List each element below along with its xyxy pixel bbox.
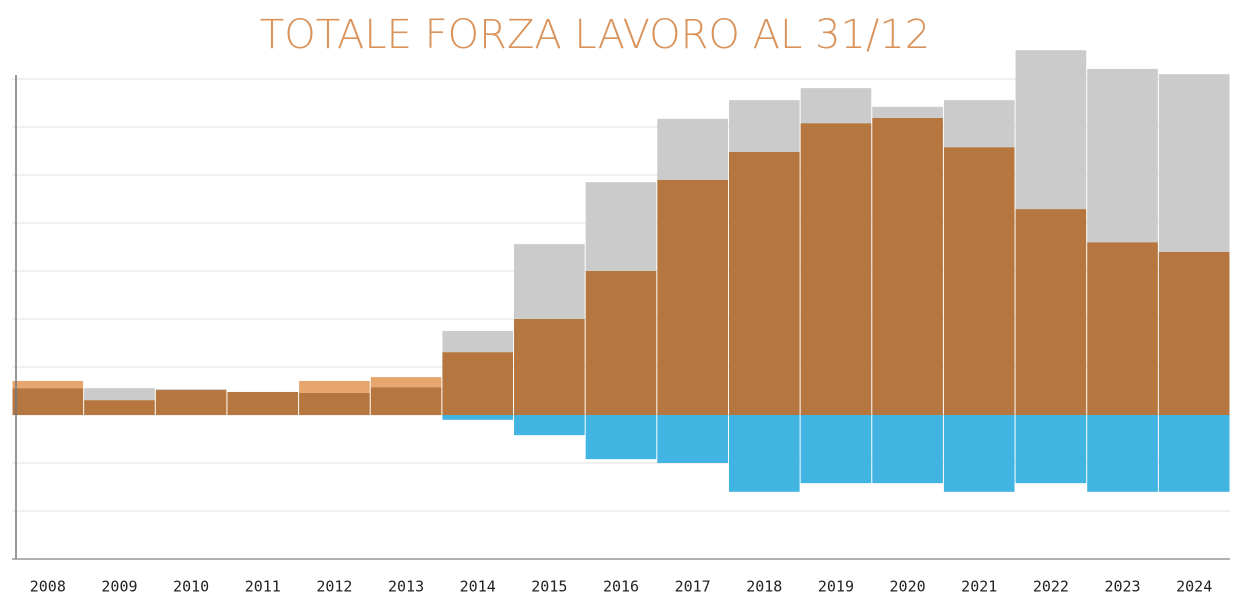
bar-segment — [442, 331, 514, 353]
bar-segment — [1015, 209, 1087, 415]
bar-segment — [657, 179, 728, 415]
x-tick-label: 2014 — [460, 578, 496, 596]
bar-segment — [1158, 251, 1230, 415]
x-tick-label: 2010 — [173, 578, 209, 596]
bar-segment — [1087, 415, 1158, 492]
bar-segment — [1087, 242, 1158, 415]
bar-segment — [514, 244, 585, 319]
bar-segment — [1015, 50, 1087, 210]
bar-segment — [585, 182, 657, 271]
bar-segment — [299, 380, 370, 393]
bar-segment — [657, 118, 728, 180]
bar-segment — [155, 390, 227, 415]
bar-segment — [943, 147, 1015, 415]
x-tick-label: 2012 — [316, 578, 352, 596]
bar-segment — [12, 380, 84, 389]
bar-segment — [299, 392, 370, 415]
bar-segment — [800, 123, 872, 415]
bar-segment — [585, 415, 657, 460]
bar-segment — [514, 319, 585, 415]
bar-segment — [872, 415, 943, 484]
x-tick-label: 2015 — [531, 578, 567, 596]
bar-segment — [370, 387, 442, 415]
bar-segment — [728, 100, 800, 152]
x-tick-label: 2021 — [961, 578, 997, 596]
x-tick-label: 2011 — [245, 578, 281, 596]
x-tick-label: 2017 — [675, 578, 711, 596]
bar-segment — [943, 100, 1015, 148]
bar-segment — [657, 415, 728, 463]
x-tick-label: 2023 — [1104, 578, 1140, 596]
bar-segment — [728, 151, 800, 415]
bar-segment — [227, 391, 299, 415]
bar-segment — [1087, 68, 1158, 243]
bar-segment — [872, 106, 943, 118]
x-tick-label: 2018 — [746, 578, 782, 596]
bar-segment — [84, 388, 155, 401]
bar-segment — [585, 271, 657, 415]
bar-segment — [872, 117, 943, 415]
bar-segment — [1015, 415, 1087, 484]
bar-segment — [12, 388, 84, 415]
x-tick-label: 2009 — [101, 578, 137, 596]
chart-title: TOTALE FORZA LAVORO AL 31/12 — [260, 12, 930, 58]
bar-segment — [1158, 415, 1230, 492]
bar-segment — [943, 415, 1015, 492]
bar-segment — [442, 415, 514, 420]
bar-segment — [1158, 74, 1230, 252]
bar-segment — [370, 377, 442, 388]
x-tick-label: 2019 — [818, 578, 854, 596]
x-tick-label: 2008 — [30, 578, 66, 596]
bar-segment — [728, 415, 800, 492]
bar-segment — [800, 415, 872, 484]
bar-segment — [84, 400, 155, 415]
x-tick-label: 2022 — [1033, 578, 1069, 596]
bar-segment — [155, 389, 227, 391]
x-tick-label: 2013 — [388, 578, 424, 596]
bar-segment — [800, 88, 872, 124]
x-tick-label: 2020 — [890, 578, 926, 596]
bar-segment — [514, 415, 585, 436]
x-tick-label: 2016 — [603, 578, 639, 596]
bar-segment — [442, 352, 514, 415]
x-tick-label: 2024 — [1176, 578, 1212, 596]
